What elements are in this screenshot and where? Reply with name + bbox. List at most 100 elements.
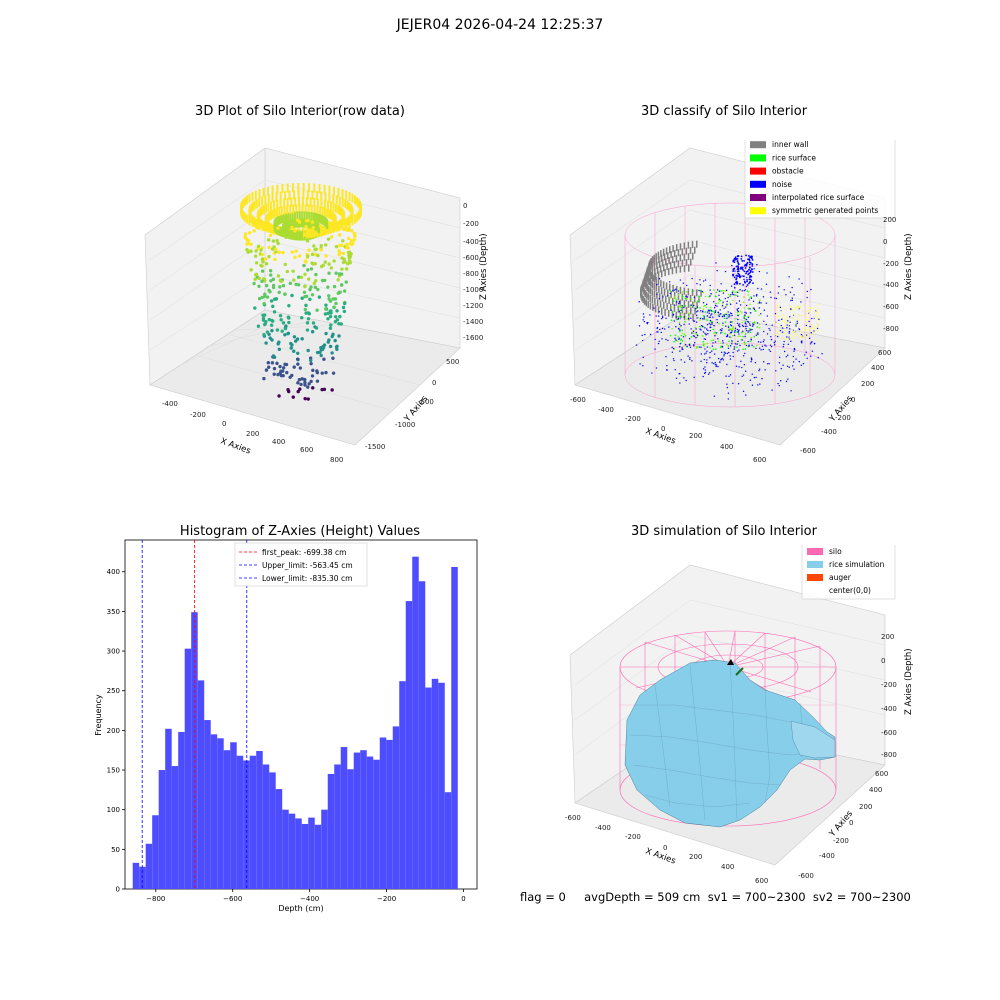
noise-point	[672, 289, 674, 292]
noise-point	[693, 296, 696, 299]
noise-point	[733, 276, 736, 279]
rice-surface-point	[702, 344, 705, 346]
symmetric-generated-point	[802, 314, 805, 317]
raw-point	[313, 205, 316, 215]
noise-point	[757, 287, 759, 290]
noise-point	[712, 301, 715, 303]
raw-point	[283, 262, 287, 267]
noise-point	[750, 359, 753, 361]
symmetric-generated-point	[814, 310, 816, 313]
noise-point	[719, 313, 721, 315]
rice-surface-point	[709, 347, 711, 349]
noise-point	[655, 315, 657, 317]
symmetric-generated-point	[797, 307, 800, 309]
noise-point	[693, 344, 695, 346]
histogram-bar	[295, 818, 302, 889]
raw-point	[344, 242, 349, 247]
noise-point	[714, 304, 717, 307]
raw-point	[335, 344, 339, 348]
noise-point	[702, 368, 705, 370]
noise-point	[733, 334, 736, 337]
raw-point	[297, 377, 302, 382]
noise-point	[727, 326, 730, 329]
inner-wall-point	[660, 307, 663, 315]
noise-point	[691, 360, 693, 362]
raw-point	[259, 263, 263, 268]
raw-point	[266, 186, 269, 196]
noise-point	[750, 312, 752, 314]
noise-point	[748, 282, 750, 285]
noise-point	[801, 342, 803, 344]
noise-point	[716, 305, 718, 307]
inner-wall-point	[658, 256, 660, 264]
raw-point	[321, 207, 324, 217]
noise-point	[726, 335, 729, 337]
histogram-x-ticks: −800 −600 −400 −200 0	[146, 889, 466, 903]
svg-text:500: 500	[446, 358, 459, 366]
raw-point	[290, 219, 293, 229]
inner-wall-point	[655, 276, 657, 284]
noise-point	[745, 318, 748, 321]
inner-wall-point	[687, 300, 690, 308]
noise-point	[718, 290, 721, 292]
noise-point	[683, 306, 685, 309]
noise-point	[703, 358, 705, 361]
noise-point	[742, 390, 745, 393]
symmetric-generated-point	[779, 310, 782, 313]
noise-point	[731, 330, 733, 332]
inner-wall-point	[650, 258, 652, 266]
histogram-bar	[236, 755, 244, 889]
noise-point	[711, 321, 713, 324]
inner-wall-point	[666, 263, 668, 271]
noise-point	[706, 350, 708, 352]
inner-wall-point	[670, 290, 672, 298]
noise-point	[769, 344, 772, 346]
noise-point	[721, 328, 723, 330]
rice-surface-point	[750, 296, 752, 298]
raw-point	[328, 314, 333, 319]
inner-wall-point	[666, 289, 669, 297]
raw-point	[255, 199, 258, 209]
svg-text:-600: -600	[463, 254, 479, 262]
raw-point	[312, 244, 316, 248]
raw-point	[303, 380, 307, 385]
raw-point	[311, 190, 314, 200]
rice-surface-point	[690, 336, 693, 338]
raw-point	[349, 203, 352, 213]
noise-point	[729, 336, 731, 338]
noise-point	[806, 357, 808, 360]
rice-surface-point	[738, 313, 740, 316]
noise-point	[741, 260, 744, 262]
symmetric-generated-point	[797, 305, 800, 307]
noise-point	[729, 358, 732, 360]
noise-point	[765, 323, 767, 326]
noise-point	[809, 325, 811, 328]
raw-point	[287, 389, 291, 394]
noise-point	[727, 392, 730, 394]
symmetric-generated-point	[791, 329, 794, 331]
noise-point	[737, 324, 740, 326]
inner-wall-point	[665, 282, 668, 290]
inner-wall-point	[666, 302, 668, 310]
raw-3d-plot: -400 -200 0 200 400 600 800 X Axies -150…	[144, 147, 489, 464]
noise-point	[751, 344, 753, 347]
noise-point	[716, 318, 718, 321]
symmetric-generated-point	[810, 325, 813, 327]
inner-wall-point	[657, 306, 660, 314]
raw-point	[260, 279, 264, 284]
noise-point	[785, 380, 788, 383]
inner-wall-point	[664, 308, 666, 316]
svg-text:-600: -600	[798, 872, 814, 880]
noise-point	[679, 346, 681, 348]
raw-point	[356, 197, 359, 207]
raw-point	[306, 317, 311, 321]
symmetric-generated-point	[774, 333, 777, 336]
noise-point	[741, 275, 744, 277]
inner-wall-point	[671, 297, 674, 305]
symmetric-generated-point	[782, 337, 785, 339]
noise-point	[662, 296, 664, 298]
histogram-bar	[334, 764, 341, 889]
raw-point	[303, 396, 307, 401]
inner-wall-point	[649, 266, 651, 274]
noise-point	[661, 315, 664, 317]
